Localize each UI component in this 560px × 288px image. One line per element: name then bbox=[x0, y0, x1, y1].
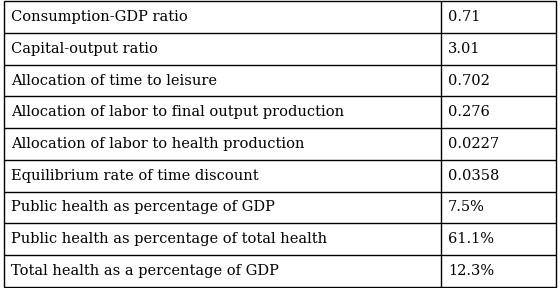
Text: 0.71: 0.71 bbox=[448, 10, 480, 24]
Text: 12.3%: 12.3% bbox=[448, 264, 494, 278]
Text: Public health as percentage of GDP: Public health as percentage of GDP bbox=[11, 200, 275, 214]
Text: 0.0358: 0.0358 bbox=[448, 169, 500, 183]
Text: 0.0227: 0.0227 bbox=[448, 137, 500, 151]
Text: Allocation of labor to final output production: Allocation of labor to final output prod… bbox=[11, 105, 344, 119]
Text: Total health as a percentage of GDP: Total health as a percentage of GDP bbox=[11, 264, 279, 278]
Text: Consumption-GDP ratio: Consumption-GDP ratio bbox=[11, 10, 188, 24]
Text: 3.01: 3.01 bbox=[448, 42, 480, 56]
Text: 61.1%: 61.1% bbox=[448, 232, 494, 246]
Text: Allocation of time to leisure: Allocation of time to leisure bbox=[11, 74, 217, 88]
Text: Capital-output ratio: Capital-output ratio bbox=[11, 42, 158, 56]
Text: 7.5%: 7.5% bbox=[448, 200, 485, 214]
Text: Public health as percentage of total health: Public health as percentage of total hea… bbox=[11, 232, 328, 246]
Text: 0.276: 0.276 bbox=[448, 105, 490, 119]
Text: Allocation of labor to health production: Allocation of labor to health production bbox=[11, 137, 305, 151]
Text: 0.702: 0.702 bbox=[448, 74, 490, 88]
Text: Equilibrium rate of time discount: Equilibrium rate of time discount bbox=[11, 169, 259, 183]
